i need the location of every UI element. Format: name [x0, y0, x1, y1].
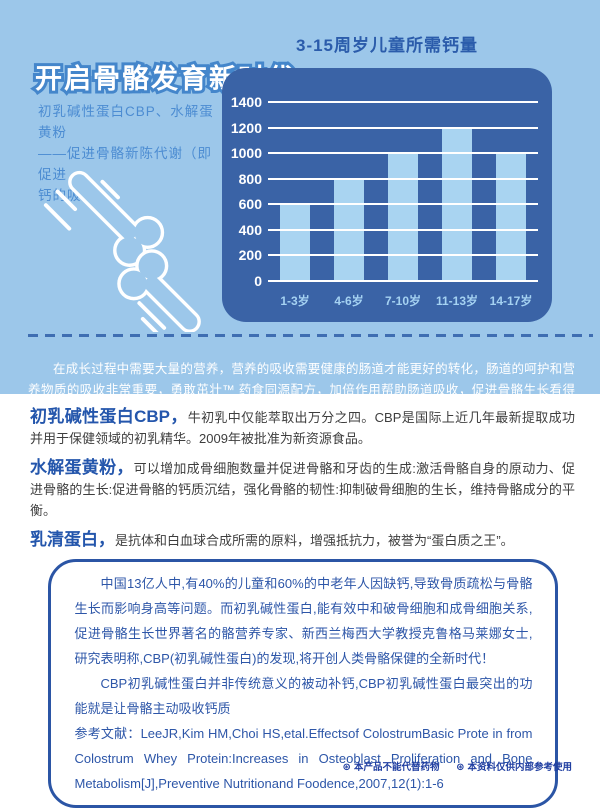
- section-egg-yolk: 水解蛋黄粉，可以增加成骨细胞数量并促进骨骼和牙齿的生成:激活骨骼自身的原动力、促…: [30, 457, 575, 521]
- gridline-1000: [268, 152, 538, 155]
- bar-chart-panel: 1-3岁 4-6岁 7-10岁 11-13岁 14-17岁 1400 1200 1000 800…: [222, 68, 552, 322]
- info-box-paragraph: CBP初乳碱性蛋白并非传统意义的被动补钙,CBP初乳碱性蛋白最突出的功能就是让骨…: [74, 676, 533, 716]
- y-tick-1000: 1000: [230, 145, 262, 162]
- y-tick-200: 200: [238, 247, 262, 264]
- gridline-0: [268, 280, 538, 282]
- bullet-icon: ⊛: [342, 762, 351, 773]
- footer-disclaimers: ⊛ 本产品不能代替药物 ⊛ 本资料仅供内部参考使用: [329, 759, 572, 773]
- section-whey-heading: 乳清蛋白，: [30, 530, 115, 549]
- section-egg-yolk-heading: 水解蛋黄粉，: [30, 458, 134, 477]
- bone-joint-illustration: [43, 170, 201, 332]
- disclaimer-internal: ⊛ 本资料仅供内部参考使用: [456, 762, 572, 773]
- gridline-400: [268, 228, 538, 231]
- y-tick-1400: 1400: [230, 94, 262, 110]
- y-tick-600: 600: [238, 196, 262, 213]
- info-box: 中国13亿人中,有40%的儿童和60%的中老年人因缺钙,导致骨质疏松与骨骼生长而…: [47, 559, 558, 808]
- bullet-icon: ⊛: [456, 762, 465, 773]
- section-cbp-text: 牛初乳中仅能萃取出万分之四。CBP是国际上近几年最新提取成功并用于保健领域的初乳…: [30, 410, 575, 446]
- bar-14-17岁: [496, 153, 526, 281]
- bar-1-3岁: [280, 204, 310, 281]
- disclaimer-product: ⊛ 本产品不能代替药物: [343, 762, 440, 773]
- bar-7-10岁: [388, 153, 418, 281]
- section-cbp-heading: 初乳碱性蛋白CBP，: [30, 407, 188, 426]
- y-tick-800: 800: [238, 170, 262, 187]
- lower-bone: [117, 249, 201, 332]
- gridline-1400: [268, 101, 538, 103]
- y-tick-0: 0: [254, 273, 262, 289]
- info-box-reference: 参考文献：LeeJR,Kim HM,Choi HS,etal.Effectsof…: [74, 726, 533, 791]
- info-box-paragraph: 中国13亿人中,有40%的儿童和60%的中老年人因缺钙,导致骨质疏松与骨骼生长而…: [74, 576, 533, 666]
- x-tick-14-17岁: 14-17岁: [489, 294, 533, 308]
- y-tick-400: 400: [238, 221, 262, 238]
- section-egg-yolk-text: 可以增加成骨细胞数量并促进骨骼和牙齿的生成:激活骨骼自身的原动力、促进骨骼的生长…: [30, 461, 576, 518]
- hero-subtitle-line: ——促进骨骼新陈代谢（即促进: [38, 146, 212, 182]
- gridline-600: [268, 203, 538, 206]
- gridline-800: [268, 177, 538, 180]
- x-tick-7-10岁: 7-10岁: [384, 294, 422, 308]
- dashed-separator: [28, 334, 593, 337]
- content-section: 初乳碱性蛋白CBP，牛初乳中仅能萃取出万分之四。CBP是国际上近几年最新提取成功…: [0, 394, 600, 808]
- disclaimer-product-text: 本产品不能代替药物: [353, 762, 440, 773]
- hero-subtitle-line: 初乳碱性蛋白CBP、水解蛋黄粉: [38, 104, 214, 140]
- speed-lines-bottom: [137, 301, 167, 332]
- section-whey-text: 是抗体和白血球合成所需的原料，增强抵抗力，被誉为“蛋白质之王”。: [115, 533, 514, 548]
- gridline-1200: [268, 126, 538, 129]
- hero-section: 3-15周岁儿童所需钙量 开启骨骼发育新时代 初乳碱性蛋白CBP、水解蛋黄粉 —…: [0, 0, 600, 394]
- hero-paragraph: 在成长过程中需要大量的营养，营养的吸收需要健康的肠道才能更好的转化，肠道的呵护和…: [28, 361, 575, 395]
- section-whey: 乳清蛋白，是抗体和白血球合成所需的原料，增强抵抗力，被誉为“蛋白质之王”。: [30, 529, 575, 551]
- x-tick-11-13岁: 11-13岁: [435, 294, 479, 308]
- disclaimer-internal-text: 本资料仅供内部参考使用: [467, 762, 572, 773]
- chart-title: 3-15周岁儿童所需钙量: [295, 36, 479, 55]
- x-tick-4-6岁: 4-6岁: [334, 294, 364, 308]
- y-tick-1200: 1200: [230, 119, 262, 136]
- x-tick-1-3岁: 1-3岁: [280, 294, 310, 308]
- section-cbp: 初乳碱性蛋白CBP，牛初乳中仅能萃取出万分之四。CBP是国际上近几年最新提取成功…: [30, 406, 575, 449]
- gridline-200: [268, 254, 538, 257]
